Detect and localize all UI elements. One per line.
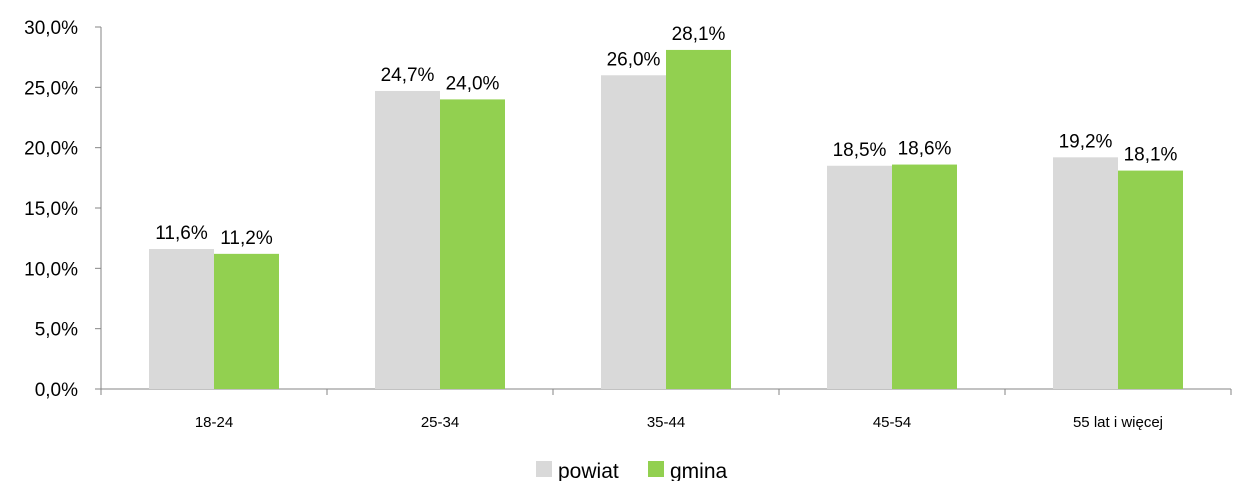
data-label: 19,2%: [1059, 131, 1113, 152]
legend-swatch-powiat: [536, 461, 552, 477]
bar-gmina: [892, 164, 957, 389]
y-axis: 0,0% 5,0% 10,0% 15,0% 20,0% 25,0% 30,0%: [24, 18, 102, 401]
x-tick-label: 35-44: [647, 414, 685, 431]
data-label: 26,0%: [607, 49, 661, 70]
x-tick-label: 25-34: [421, 414, 459, 431]
x-tick-label: 18-24: [195, 414, 233, 431]
data-label: 11,2%: [220, 228, 273, 249]
data-label: 24,0%: [446, 73, 500, 94]
data-label: 28,1%: [672, 24, 726, 45]
bar-powiat: [601, 75, 666, 390]
bar-gmina: [1118, 170, 1183, 389]
y-tick-label: 25,0%: [24, 78, 78, 99]
bar-gmina: [666, 49, 731, 389]
x-axis: 18-24 25-34 35-44 45-54 55 lat i więcej: [100, 388, 1232, 431]
y-tick-label: 0,0%: [35, 380, 78, 401]
bar-powiat: [827, 165, 892, 389]
bars: [149, 49, 1183, 390]
legend-label-powiat: powiat: [558, 460, 619, 481]
bar-powiat: [1053, 157, 1118, 389]
y-tick-label: 5,0%: [35, 320, 78, 341]
data-label: 11,6%: [155, 223, 208, 244]
legend: powiat gmina: [536, 460, 728, 481]
data-label: 18,6%: [898, 139, 952, 160]
data-label: 18,1%: [1124, 145, 1178, 166]
data-label: 24,7%: [381, 65, 435, 86]
y-tick-label: 30,0%: [24, 18, 78, 39]
bar-powiat: [375, 90, 440, 389]
bar-powiat: [149, 249, 214, 389]
y-tick-label: 10,0%: [24, 259, 78, 280]
data-label: 18,5%: [833, 140, 887, 161]
x-tick-label: 45-54: [873, 414, 911, 431]
y-tick-label: 15,0%: [24, 199, 78, 220]
bar-gmina: [440, 99, 505, 390]
data-labels: 11,6% 11,2% 24,7% 24,0% 26,0% 28,1% 18,5% 18,6%…: [155, 24, 1177, 249]
legend-swatch-gmina: [648, 461, 664, 477]
legend-label-gmina: gmina: [670, 460, 728, 481]
x-tick-label: 55 lat i więcej: [1073, 414, 1163, 431]
y-tick-label: 20,0%: [24, 139, 78, 160]
bar-gmina: [214, 253, 279, 389]
